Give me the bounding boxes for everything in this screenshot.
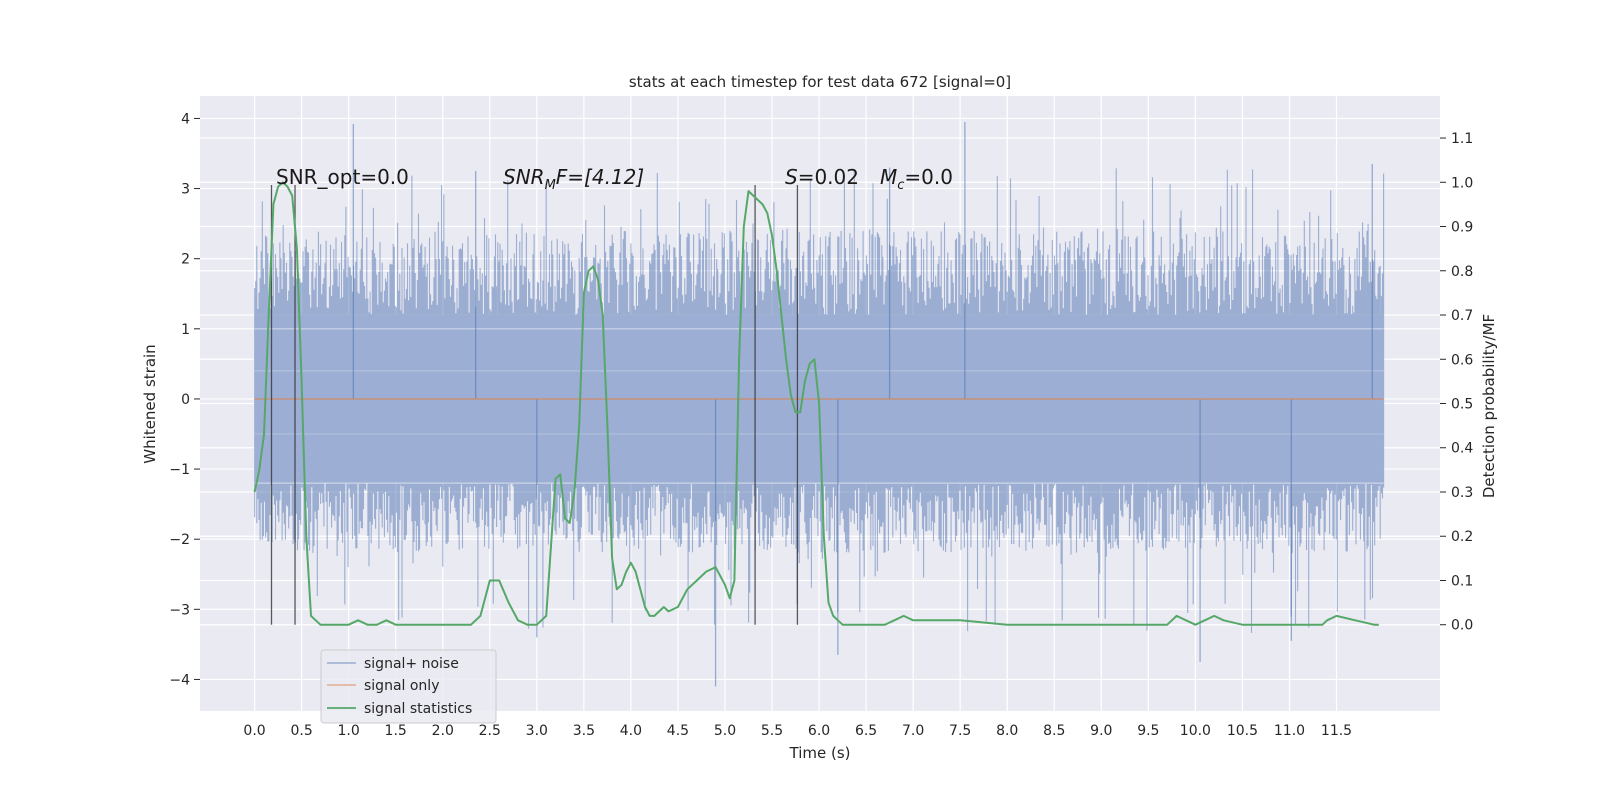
x-tick-label: 2.0 <box>432 723 454 739</box>
y2-tick-label: 0.2 <box>1451 529 1473 545</box>
signal-statistics-line <box>253 181 1379 626</box>
annotation-snr-opt: SNR_opt=0.0 <box>276 165 409 189</box>
y2-tick-label: 0.5 <box>1451 397 1473 413</box>
y-tick-label: −1 <box>169 462 190 478</box>
annotation-snr-mf: SNRMF=[4.12] <box>503 165 644 193</box>
y-tick-label: 3 <box>181 182 190 198</box>
x-tick-label: 8.5 <box>1043 723 1065 739</box>
x-tick-label: 10.5 <box>1227 723 1258 739</box>
x-tick-label: 0.0 <box>243 723 265 739</box>
x-tick-label: 2.5 <box>479 723 501 739</box>
y2-tick-label: 0.7 <box>1451 308 1473 324</box>
x-axis-ticks: 0.0 0.5 1.0 1.5 2.0 2.5 3.0 3.5 4.0 4.5 5.0 5.5 6.0 6… <box>243 723 1352 739</box>
y2-tick-label: 0.8 <box>1451 264 1473 280</box>
x-tick-label: 4.0 <box>620 723 642 739</box>
y2-tick-label: 0.6 <box>1451 352 1473 368</box>
x-tick-label: 5.0 <box>714 723 736 739</box>
x-tick-label: 5.5 <box>761 723 783 739</box>
legend: signal+ noise signal only signal statist… <box>320 649 497 724</box>
y2-tick-label: 0.1 <box>1451 573 1473 589</box>
y-tick-label: −4 <box>169 672 190 688</box>
y2-tick-label: 0.0 <box>1451 618 1473 634</box>
annotation-s: S=0.02 <box>785 165 859 189</box>
x-tick-label: 0.5 <box>290 723 312 739</box>
y-axis-ticks: 4 3 2 1 0 −1 −2 −3 −4 <box>169 111 200 688</box>
legend-label-signal-noise: signal+ noise <box>364 656 459 672</box>
x-tick-label: 1.0 <box>338 723 360 739</box>
y2-tick-label: 0.4 <box>1451 441 1473 457</box>
y2-tick-label: 0.3 <box>1451 485 1473 501</box>
y-tick-label: −2 <box>169 532 190 548</box>
y2-tick-label: 1.1 <box>1451 131 1473 147</box>
x-tick-label: 6.0 <box>808 723 830 739</box>
y-tick-label: 4 <box>181 111 190 127</box>
x-tick-label: 9.5 <box>1137 723 1159 739</box>
x-tick-label: 9.0 <box>1090 723 1112 739</box>
x-tick-label: 1.5 <box>385 723 407 739</box>
x-tick-label: 11.0 <box>1274 723 1305 739</box>
signal-statistics-series <box>253 181 1379 626</box>
x-tick-label: 6.5 <box>855 723 877 739</box>
x-axis-title: Time (s) <box>789 744 851 762</box>
annotation-mc: Mc=0.0 <box>880 165 953 193</box>
legend-box <box>320 649 497 724</box>
x-tick-label: 3.5 <box>573 723 595 739</box>
y-tick-label: 1 <box>181 322 190 338</box>
y-tick-label: 2 <box>181 252 190 268</box>
y-tick-label: 0 <box>181 392 190 408</box>
x-tick-label: 3.0 <box>526 723 548 739</box>
x-tick-label: 7.5 <box>949 723 971 739</box>
x-tick-label: 11.5 <box>1321 723 1352 739</box>
y2-tick-label: 1.0 <box>1451 175 1473 191</box>
legend-label-signal-only: signal only <box>364 678 439 694</box>
y2-axis-ticks: 1.1 1.0 0.9 0.8 0.7 0.6 0.5 0.4 0.3 0.2 0.1 0.0 <box>1440 131 1473 634</box>
x-tick-label: 4.5 <box>667 723 689 739</box>
x-tick-label: 8.0 <box>996 723 1018 739</box>
x-tick-label: 10.0 <box>1180 723 1211 739</box>
y2-tick-label: 0.9 <box>1451 220 1473 236</box>
chart-title: stats at each timestep for test data 672… <box>629 73 1011 91</box>
x-tick-label: 7.0 <box>902 723 924 739</box>
y-axis-title: Whitened strain <box>141 344 159 463</box>
y-tick-label: −3 <box>169 602 190 618</box>
legend-label-signal-statistics: signal statistics <box>364 701 472 717</box>
y2-axis-title: Detection probability/MF <box>1480 314 1498 498</box>
